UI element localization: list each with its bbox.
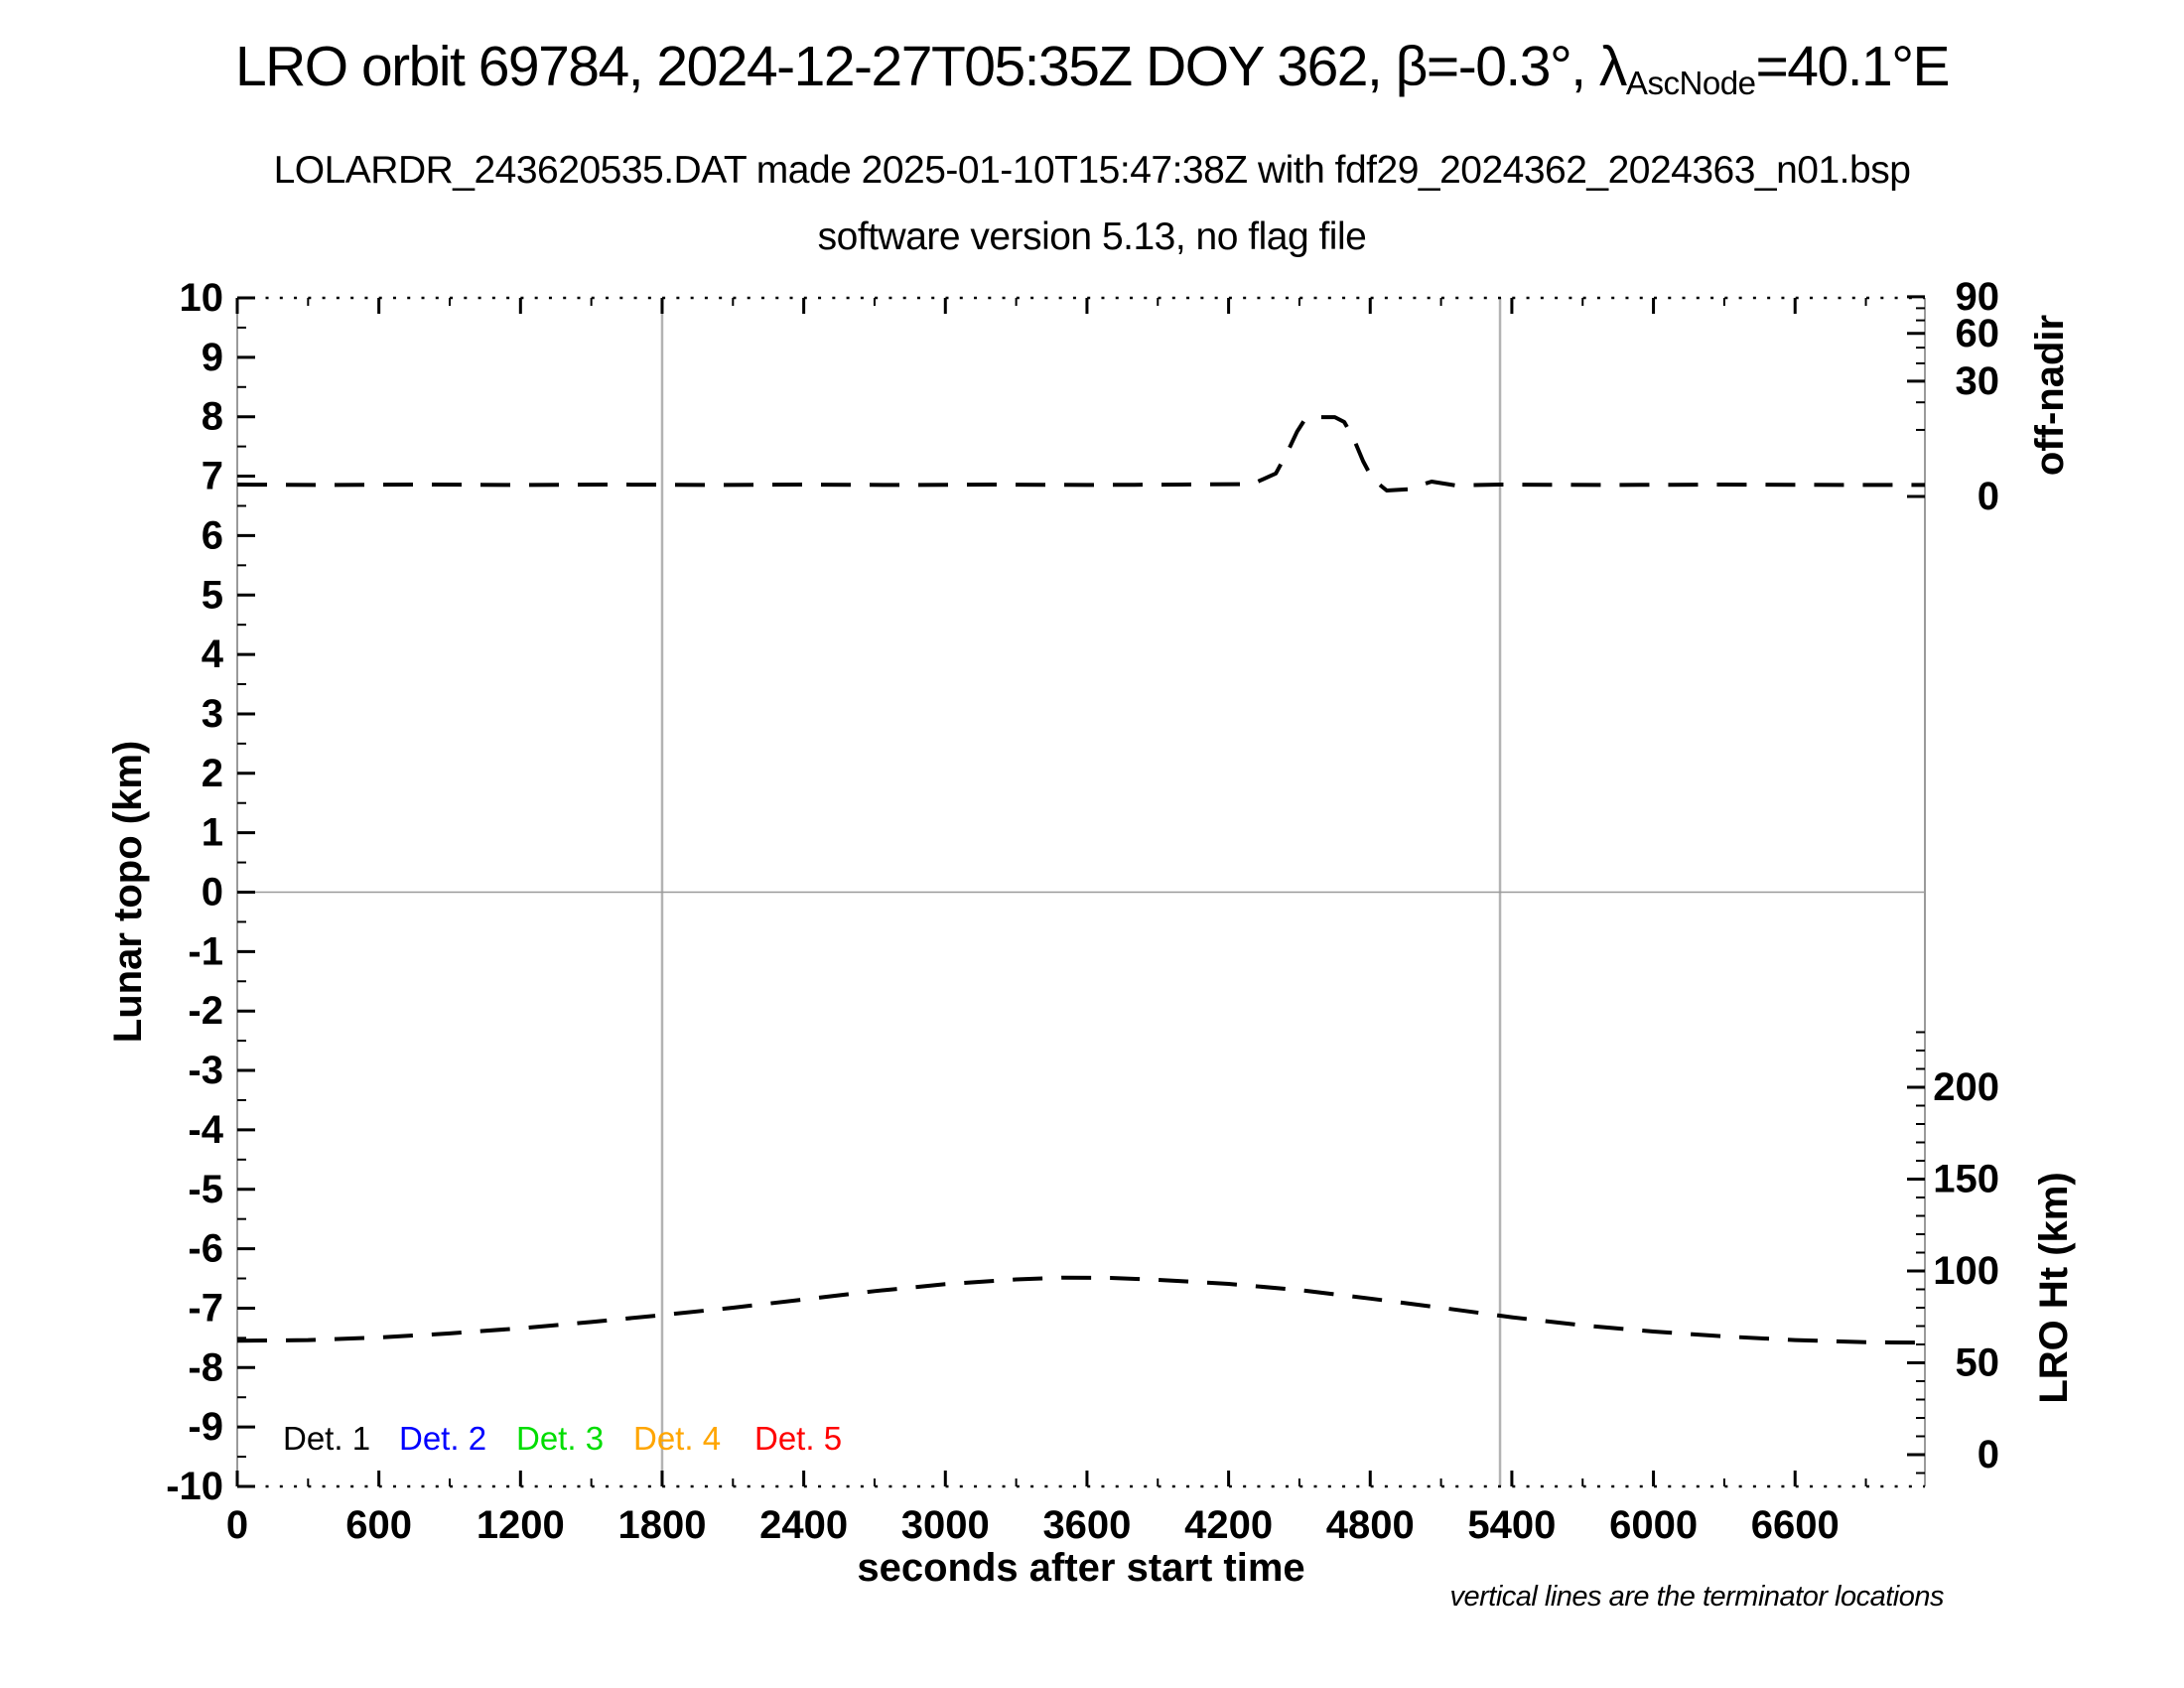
y-tick-label: 1	[202, 811, 223, 855]
x-tick-label: 0	[226, 1503, 248, 1547]
y-tick-label: -7	[188, 1286, 223, 1330]
y-tick-label: 5	[202, 573, 223, 617]
lro-ht-tick-label: 100	[1933, 1249, 1999, 1293]
off-nadir-tick-label: 60	[1956, 312, 2000, 355]
x-tick-label: 4200	[1184, 1503, 1273, 1547]
y-tick-label: 7	[202, 455, 223, 498]
y-tick-label: -2	[188, 989, 223, 1033]
lro-ht-tick-label: 200	[1933, 1065, 1999, 1109]
off-nadir-tick-label: 30	[1956, 359, 2000, 403]
y-tick-label: 9	[202, 336, 223, 379]
y-tick-label: 3	[202, 692, 223, 736]
legend-item-det-5: Det. 5	[754, 1420, 842, 1457]
x-tick-label: 5400	[1467, 1503, 1556, 1547]
lro-ht-tick-label: 0	[1978, 1433, 1999, 1477]
left-axis-title: Lunar topo (km)	[106, 741, 150, 1043]
y-tick-label: -9	[188, 1405, 223, 1449]
y-tick-label: 6	[202, 513, 223, 557]
x-tick-label: 600	[345, 1503, 412, 1547]
off-nadir-tick-label: 90	[1956, 275, 2000, 319]
y-tick-label: 2	[202, 752, 223, 795]
x-tick-label: 1800	[617, 1503, 706, 1547]
lro-ht-axis-title: LRO Ht (km)	[2032, 1172, 2076, 1403]
software-version-line: software version 5.13, no flag file	[817, 215, 1367, 258]
x-axis-title: seconds after start time	[857, 1546, 1304, 1590]
terminator-note: vertical lines are the terminator locati…	[1449, 1581, 1944, 1613]
lro-ht-tick-label: 150	[1933, 1158, 1999, 1201]
x-tick-label: 1200	[477, 1503, 565, 1547]
off-nadir-axis-title: off-nadir	[2028, 315, 2072, 476]
legend-item-det-3: Det. 3	[516, 1420, 604, 1457]
data-file-line: LOLARDR_243620535.DAT made 2025-01-10T15…	[273, 149, 1911, 192]
y-tick-label: 8	[202, 395, 223, 439]
x-tick-label: 3600	[1042, 1503, 1131, 1547]
x-tick-label: 4800	[1326, 1503, 1415, 1547]
y-tick-label: -8	[188, 1345, 223, 1389]
lro-height-curve	[236, 1275, 1926, 1345]
x-tick-label: 3000	[901, 1503, 990, 1547]
legend-item-det-4: Det. 4	[633, 1420, 721, 1457]
y-tick-label: 4	[202, 633, 224, 676]
off-nadir-curve	[236, 415, 1925, 492]
y-tick-label: -5	[188, 1168, 223, 1211]
off-nadir-tick-label: 0	[1978, 475, 1999, 518]
title-subscript: AscNode	[1625, 66, 1756, 103]
y-tick-label: -4	[188, 1108, 223, 1152]
x-tick-label: 2400	[759, 1503, 848, 1547]
title-prefix: LRO orbit 69784, 2024-12-27T05:35Z DOY 3…	[234, 35, 1627, 98]
page-title: LRO orbit 69784, 2024-12-27T05:35Z DOY 3…	[0, 34, 2184, 103]
y-tick-label: -6	[188, 1227, 223, 1271]
legend-item-det-2: Det. 2	[399, 1420, 486, 1457]
y-tick-label: -3	[188, 1049, 223, 1092]
y-tick-label: -10	[166, 1465, 223, 1508]
lro-ht-tick-label: 50	[1956, 1341, 2000, 1385]
y-tick-label: 10	[180, 276, 224, 320]
x-tick-label: 6600	[1751, 1503, 1840, 1547]
y-tick-label: 0	[202, 871, 223, 914]
legend-item-det-1: Det. 1	[283, 1420, 370, 1457]
x-tick-label: 6000	[1609, 1503, 1698, 1547]
title-suffix: =40.1°E	[1755, 35, 1951, 98]
y-tick-label: -1	[188, 929, 223, 973]
